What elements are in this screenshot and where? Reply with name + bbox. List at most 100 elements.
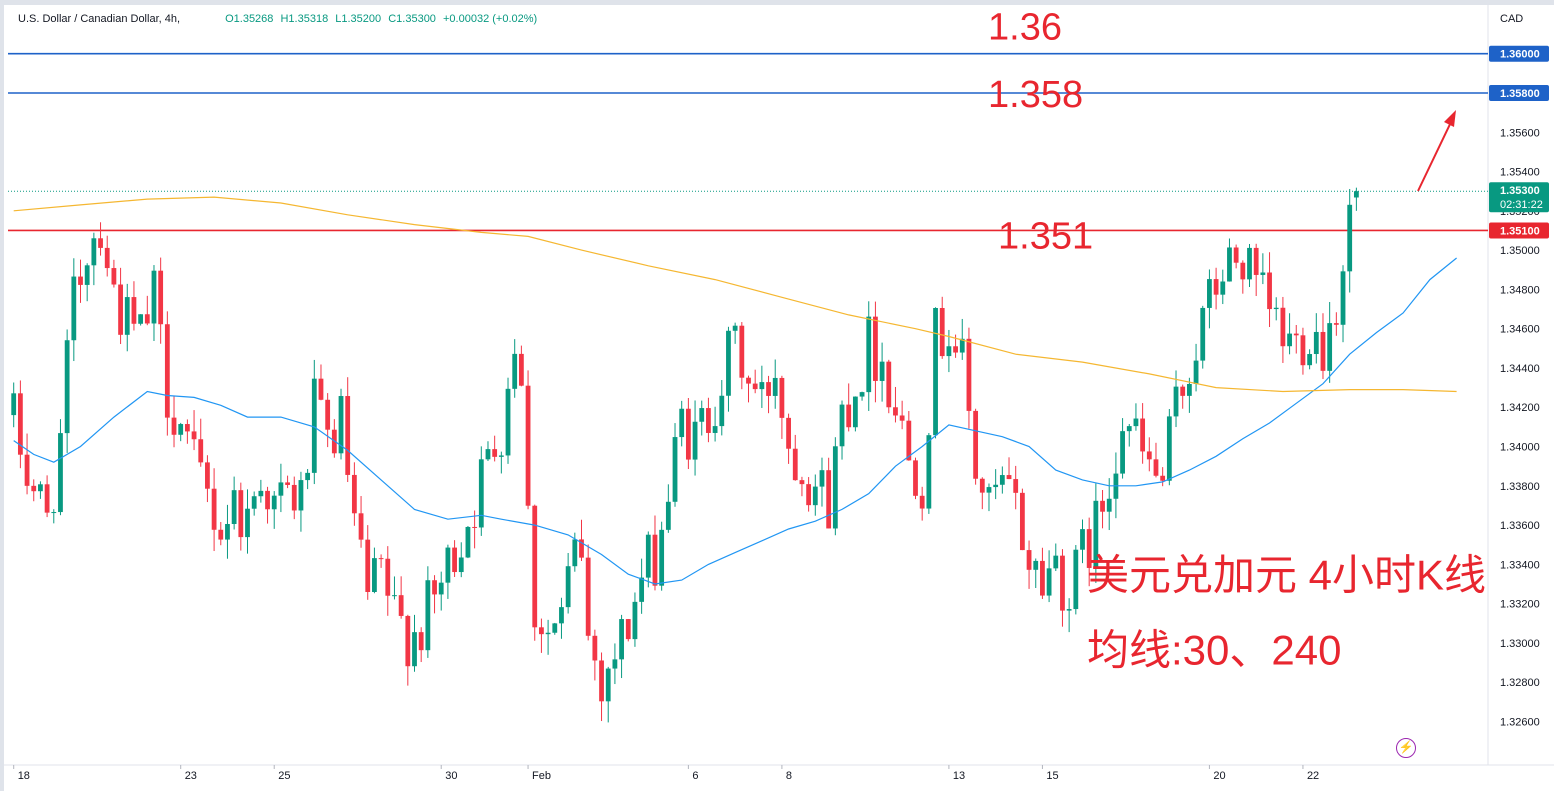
candle-body [1287,333,1292,347]
candle-body [652,534,658,586]
candle-body [605,668,611,702]
candle-body [418,632,424,651]
candle-body [325,399,331,430]
x-tick-label: 15 [1046,770,1058,782]
candle-body [645,534,651,578]
candle-body [465,526,471,558]
candle-body [612,659,618,669]
candle-body [639,577,645,602]
y-tick-label: 1.34600 [1500,324,1540,336]
candle-body [372,558,377,592]
window-left-border [0,0,4,791]
candle-body [231,490,237,524]
candle-body [559,607,564,624]
y-tick-label: 1.34000 [1500,442,1540,454]
candle-body [1347,204,1353,272]
candle-body [746,377,751,384]
candle-body [1207,279,1212,308]
candle-body [619,619,624,660]
x-tick-label: 20 [1213,770,1225,782]
x-tick-label: 22 [1307,770,1319,782]
annotation-text: 1.358 [988,74,1083,116]
candle-body [672,437,678,502]
candle-body [926,435,932,509]
candle-body [365,539,371,592]
candle-body [318,378,324,400]
y-tick-label: 1.35400 [1500,167,1540,179]
candle-body [1066,609,1072,611]
candle-body [392,595,397,597]
x-tick-label: 6 [692,770,698,782]
candle-body [1180,386,1186,396]
candle-body [338,396,344,454]
candle-body [98,238,103,248]
x-tick-label: 25 [278,770,290,782]
candle-body [1200,307,1206,361]
candle-body [78,276,83,285]
candle-body [585,557,591,636]
candle-body [1240,262,1246,280]
candle-body [552,623,558,633]
candle-body [579,539,584,558]
low-value: L1.35200 [335,13,382,25]
candle-body [873,316,878,381]
countdown-text: 02:31:22 [1500,199,1543,211]
candle-body [205,462,210,489]
candle-body [31,485,37,492]
candle-body [104,247,110,269]
y-tick-label: 1.34800 [1500,284,1540,296]
candle-body [184,424,190,432]
candle-body [779,377,785,418]
candle-body [966,338,972,411]
candle-body [1046,568,1052,596]
candle-body [812,486,818,506]
candle-body [826,470,832,529]
candle-body [1133,418,1139,427]
candle-body [1293,333,1299,336]
candle-body [405,615,411,667]
x-tick-label: 30 [445,770,457,782]
candle-body [973,410,979,479]
price-label-text: 1.35800 [1500,88,1540,100]
symbol-header: U.S. Dollar / Canadian Dollar, 4h, O1.35… [18,13,541,25]
candle-body [699,408,705,422]
y-tick-label: 1.33800 [1500,481,1540,493]
candle-body [599,660,604,702]
candle-body [819,470,825,487]
candle-body [178,424,184,435]
candle-body [1253,247,1259,275]
candle-body [11,393,17,416]
candle-body [311,378,317,473]
candle-body [759,382,765,390]
candle-body [445,547,451,583]
candle-body [539,627,544,635]
candle-body [124,297,130,335]
candle-body [1260,272,1266,275]
candle-body [1073,549,1079,610]
candle-body [138,314,144,324]
lightning-icon[interactable]: ⚡ [1396,738,1416,758]
candle-body [91,238,97,266]
candle-body [706,408,711,433]
candle-body [999,475,1005,485]
candle-body [1233,247,1239,263]
price-label-text: 1.35100 [1500,225,1540,237]
candle-body [1353,191,1359,198]
candle-body [979,478,985,493]
candle-body [1006,475,1012,480]
candle-body [1086,529,1092,568]
open-value: O1.35268 [225,13,274,25]
candle-body [164,324,170,418]
candle-body [886,361,892,408]
candle-body [1333,323,1339,325]
price-label-text: 1.35300 [1500,185,1540,197]
candle-body [58,433,63,513]
candle-body [498,455,504,457]
candle-body [64,340,70,434]
candle-body [398,595,404,616]
candle-body [238,490,244,538]
candle-body [665,501,671,530]
candle-body [472,526,478,528]
